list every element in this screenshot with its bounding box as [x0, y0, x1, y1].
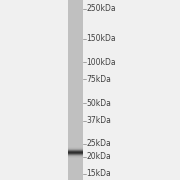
Text: 250kDa: 250kDa [86, 4, 116, 13]
Bar [68, 0, 83, 180]
Bar [68, 150, 83, 151]
Bar [68, 154, 83, 155]
Bar [68, 147, 83, 148]
Text: 20kDa: 20kDa [86, 152, 111, 161]
Text: 150kDa: 150kDa [86, 34, 116, 43]
Bar [68, 151, 83, 152]
Text: 37kDa: 37kDa [86, 116, 111, 125]
Bar [68, 148, 83, 149]
Text: 15kDa: 15kDa [86, 169, 111, 178]
Text: 25kDa: 25kDa [86, 139, 111, 148]
Bar [68, 153, 83, 154]
Text: 75kDa: 75kDa [86, 75, 111, 84]
Text: 100kDa: 100kDa [86, 58, 116, 67]
Bar [68, 155, 83, 156]
Bar [68, 157, 83, 158]
Bar [68, 149, 83, 150]
Bar [68, 156, 83, 157]
Text: 50kDa: 50kDa [86, 99, 111, 108]
Bar [68, 152, 83, 153]
